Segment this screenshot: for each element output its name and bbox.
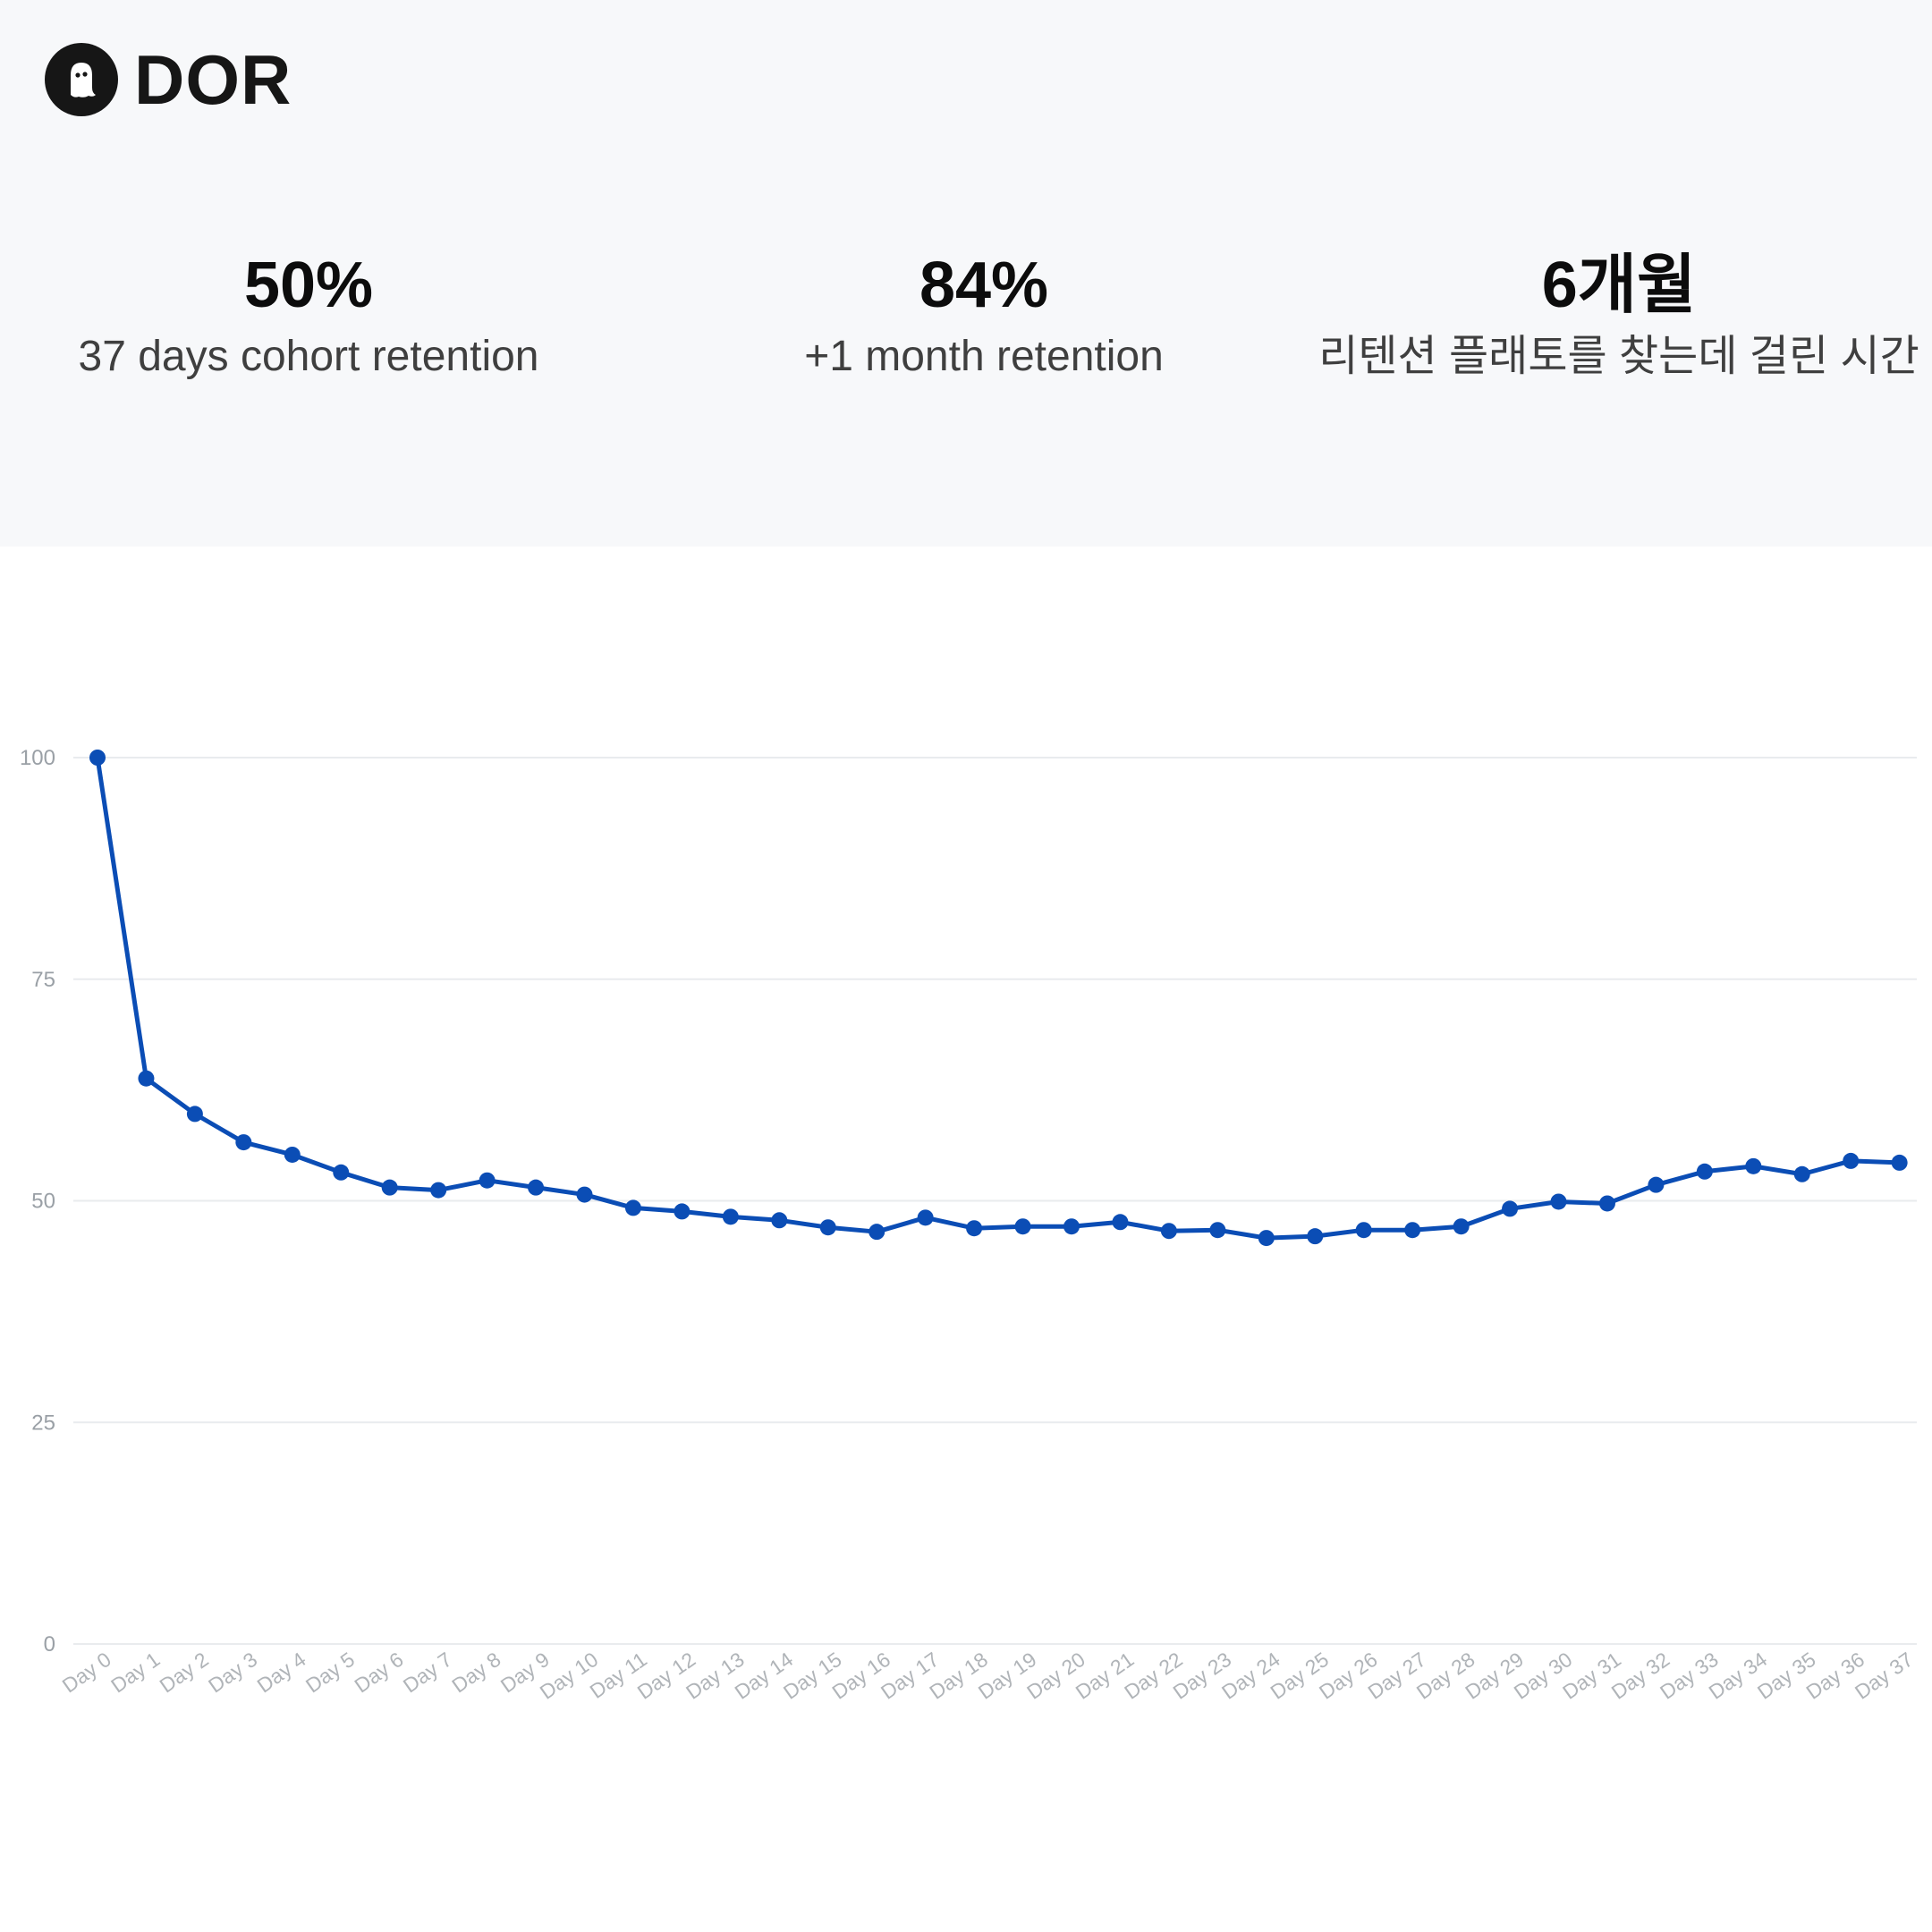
summary-panel: DOR 50% 37 days cohort retention 84% +1 … <box>0 0 1932 547</box>
data-point[interactable] <box>1598 1195 1615 1212</box>
data-point[interactable] <box>771 1212 788 1229</box>
data-point[interactable] <box>1696 1163 1713 1180</box>
stat-label: 37 days cohort retention <box>78 333 539 380</box>
data-point[interactable] <box>1502 1200 1519 1217</box>
chart-grid <box>73 757 1917 1645</box>
data-point[interactable] <box>576 1186 593 1203</box>
x-tick-label: Day 7 <box>399 1648 456 1698</box>
stat-label: 리텐션 플래토를 찾는데 걸린 시간 <box>1318 333 1919 380</box>
stat-value: 84% <box>919 250 1049 321</box>
data-point[interactable] <box>1014 1218 1031 1235</box>
data-point[interactable] <box>1648 1176 1665 1193</box>
data-point[interactable] <box>235 1134 252 1151</box>
data-point[interactable] <box>819 1219 836 1236</box>
brand-name: DOR <box>134 40 292 119</box>
x-tick-label: Day 5 <box>301 1648 359 1698</box>
data-point[interactable] <box>333 1164 350 1181</box>
data-point[interactable] <box>722 1208 739 1225</box>
data-point[interactable] <box>1843 1152 1860 1169</box>
y-axis: 0 25 50 75 100 <box>20 746 55 1657</box>
data-point[interactable] <box>624 1199 641 1216</box>
data-point[interactable] <box>1160 1223 1177 1240</box>
retention-series <box>89 750 1908 1247</box>
x-tick-label: Day 0 <box>58 1648 115 1698</box>
data-point[interactable] <box>138 1070 155 1087</box>
data-point[interactable] <box>1112 1214 1129 1231</box>
data-point[interactable] <box>186 1106 203 1123</box>
y-tick-label: 100 <box>20 746 55 770</box>
data-point[interactable] <box>1745 1157 1762 1174</box>
data-point[interactable] <box>966 1220 983 1237</box>
brand[interactable]: DOR <box>45 43 292 116</box>
data-point[interactable] <box>1258 1230 1275 1247</box>
data-point[interactable] <box>869 1224 886 1241</box>
data-point[interactable] <box>1891 1154 1908 1171</box>
x-tick-label: Day 3 <box>204 1648 261 1698</box>
data-point[interactable] <box>89 750 106 766</box>
data-point[interactable] <box>430 1182 447 1199</box>
ghost-icon <box>45 43 118 116</box>
stat-value: 6개월 <box>1541 250 1697 321</box>
y-tick-label: 25 <box>31 1411 55 1435</box>
data-point[interactable] <box>284 1146 301 1163</box>
series-line <box>95 755 1902 1241</box>
data-point[interactable] <box>1793 1165 1810 1182</box>
x-tick-label: Day 6 <box>350 1648 407 1698</box>
data-point[interactable] <box>917 1209 934 1226</box>
data-point[interactable] <box>1550 1193 1567 1210</box>
data-point[interactable] <box>479 1172 496 1189</box>
data-point[interactable] <box>1307 1228 1324 1245</box>
stat-cohort-retention: 50% 37 days cohort retention <box>54 249 564 383</box>
data-point[interactable] <box>381 1179 398 1196</box>
stat-value: 50% <box>243 250 374 321</box>
x-tick-label: Day 1 <box>106 1648 164 1698</box>
data-point[interactable] <box>1209 1222 1226 1239</box>
stat-label: +1 month retention <box>804 333 1164 380</box>
x-tick-label: Day 4 <box>253 1648 310 1698</box>
data-point[interactable] <box>1453 1218 1470 1235</box>
x-tick-label: Day 8 <box>447 1648 504 1698</box>
stat-month-retention: 84% +1 month retention <box>716 249 1252 383</box>
y-tick-label: 0 <box>44 1632 55 1657</box>
y-tick-label: 50 <box>31 1190 55 1214</box>
y-tick-label: 75 <box>31 968 55 992</box>
data-point[interactable] <box>674 1203 691 1220</box>
data-point[interactable] <box>1355 1222 1372 1239</box>
data-point[interactable] <box>528 1179 545 1196</box>
stat-plateau-time: 6개월 리텐션 플래토를 찾는데 걸린 시간 <box>1315 249 1923 383</box>
data-point[interactable] <box>1404 1222 1421 1239</box>
data-point[interactable] <box>1063 1218 1080 1235</box>
x-tick-label: Day 2 <box>156 1648 213 1698</box>
